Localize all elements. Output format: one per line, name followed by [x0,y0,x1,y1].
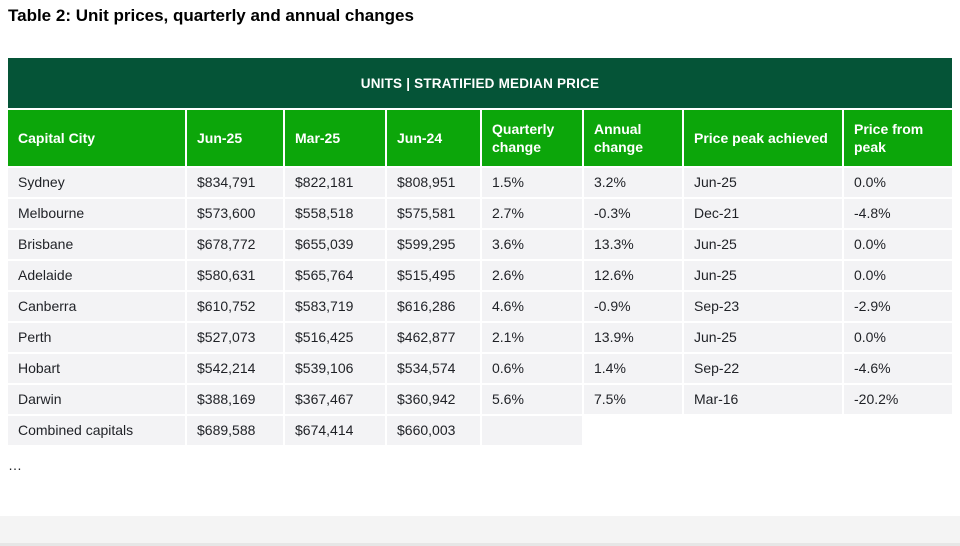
table-cell: Combined capitals [8,415,187,447]
table-cell: $616,286 [386,291,482,323]
table-row: Brisbane $678,772 $655,039 $599,295 3.6% 13.3… [8,229,952,261]
table-cell: $539,106 [284,353,387,385]
table-cell: 0.0% [843,260,952,292]
table-cell: $575,581 [386,198,482,230]
table-cell: 0.6% [481,353,584,385]
table-cell: 3.6% [481,229,584,261]
table-cell: $822,181 [284,167,387,199]
column-header: Annual change [583,110,684,168]
footer-bar [0,516,960,546]
table-cell: Brisbane [8,229,187,261]
table-cell: Mar-16 [683,384,844,416]
truncation-ellipsis: … [8,457,23,473]
table-cell: 13.9% [583,322,684,354]
table-row: Adelaide $580,631 $565,764 $515,495 2.6% 12.6… [8,260,952,292]
table-row: Melbourne $573,600 $558,518 $575,581 2.7% -0.… [8,198,952,230]
table-cell: $534,574 [386,353,482,385]
table-cell: Darwin [8,384,187,416]
table-cell: $689,588 [186,415,285,447]
table-cell: $542,214 [186,353,285,385]
table-cell: $515,495 [386,260,482,292]
table-row: Hobart $542,214 $539,106 $534,574 0.6% 1.4% Se… [8,353,952,385]
table-cell: -4.8% [843,198,952,230]
table-cell [683,415,843,446]
table-cell: $583,719 [284,291,387,323]
column-header: Quarterly change [481,110,584,168]
table-cell: -0.3% [583,198,684,230]
table-cell: Perth [8,322,187,354]
table-cell: $834,791 [186,167,285,199]
table-cell: $610,752 [186,291,285,323]
table-cell: $565,764 [284,260,387,292]
table-cell: $388,169 [186,384,285,416]
table-row: Perth $527,073 $516,425 $462,877 2.1% 13.9% Ju… [8,322,952,354]
table-cell: Sydney [8,167,187,199]
table-cell: Sep-23 [683,291,844,323]
table-cell: Jun-25 [683,167,844,199]
column-header: Mar-25 [284,110,387,168]
table-cell: Adelaide [8,260,187,292]
table-cell: Melbourne [8,198,187,230]
page-title: Table 2: Unit prices, quarterly and annu… [8,6,414,25]
table-cell: 1.5% [481,167,584,199]
table-cell: 2.1% [481,322,584,354]
table-cell: 13.3% [583,229,684,261]
table-cell: $660,003 [386,415,482,447]
table-cell: Hobart [8,353,187,385]
table-cell: $674,414 [284,415,387,447]
table-row: Sydney $834,791 $822,181 $808,951 1.5% 3.2% Ju… [8,167,952,199]
table-cell: $655,039 [284,229,387,261]
table-cell: 5.6% [481,384,584,416]
table-row: Canberra $610,752 $583,719 $616,286 4.6% -0.9… [8,291,952,323]
table-cell: $516,425 [284,322,387,354]
table-cell: 3.2% [583,167,684,199]
table-banner-title: UNITS | STRATIFIED MEDIAN PRICE [8,58,952,108]
table-cell: $580,631 [186,260,285,292]
table-cell: $367,467 [284,384,387,416]
table-cell: $558,518 [284,198,387,230]
table-cell: 12.6% [583,260,684,292]
table-cell: 2.7% [481,198,584,230]
table-cell: 0.0% [843,322,952,354]
table-cell: -0.9% [583,291,684,323]
table-cell: 1.4% [583,353,684,385]
table-cell: Jun-25 [683,260,844,292]
table-cell: 0.0% [843,167,952,199]
column-header: Price peak achieved [683,110,844,168]
table-cell: Sep-22 [683,353,844,385]
table-cell: 7.5% [583,384,684,416]
table-cell: -2.9% [843,291,952,323]
table-cell: $527,073 [186,322,285,354]
table-cell [583,415,683,446]
table-cell: Dec-21 [683,198,844,230]
column-header: Price from peak [843,110,952,168]
table-cell: $808,951 [386,167,482,199]
table-cell: Jun-25 [683,322,844,354]
table-header-row: Capital City Jun-25 Mar-25 Jun-24 Quarterly … [8,110,952,168]
table-cell: 2.6% [481,260,584,292]
table-cell: $599,295 [386,229,482,261]
column-header: Jun-24 [386,110,482,168]
table-cell: -20.2% [843,384,952,416]
table-row: Combined capitals $689,588 $674,414 $660,00… [8,415,952,447]
table-cell: 0.0% [843,229,952,261]
column-header: Jun-25 [186,110,285,168]
table-cell: $678,772 [186,229,285,261]
table-cell: $360,942 [386,384,482,416]
table-cell: Canberra [8,291,187,323]
table-cell [843,415,952,446]
table-row: Darwin $388,169 $367,467 $360,942 5.6% 7.5% Ma… [8,384,952,416]
data-table: Capital City Jun-25 Mar-25 Jun-24 Quarterly … [8,110,952,447]
table-cell: Jun-25 [683,229,844,261]
table-cell: $462,877 [386,322,482,354]
table-cell: -4.6% [843,353,952,385]
table-cell: $573,600 [186,198,285,230]
column-header: Capital City [8,110,187,168]
unit-prices-table: UNITS | STRATIFIED MEDIAN PRICE Capital … [8,58,952,447]
table-cell: 4.6% [481,291,584,323]
table-cell [481,415,584,447]
